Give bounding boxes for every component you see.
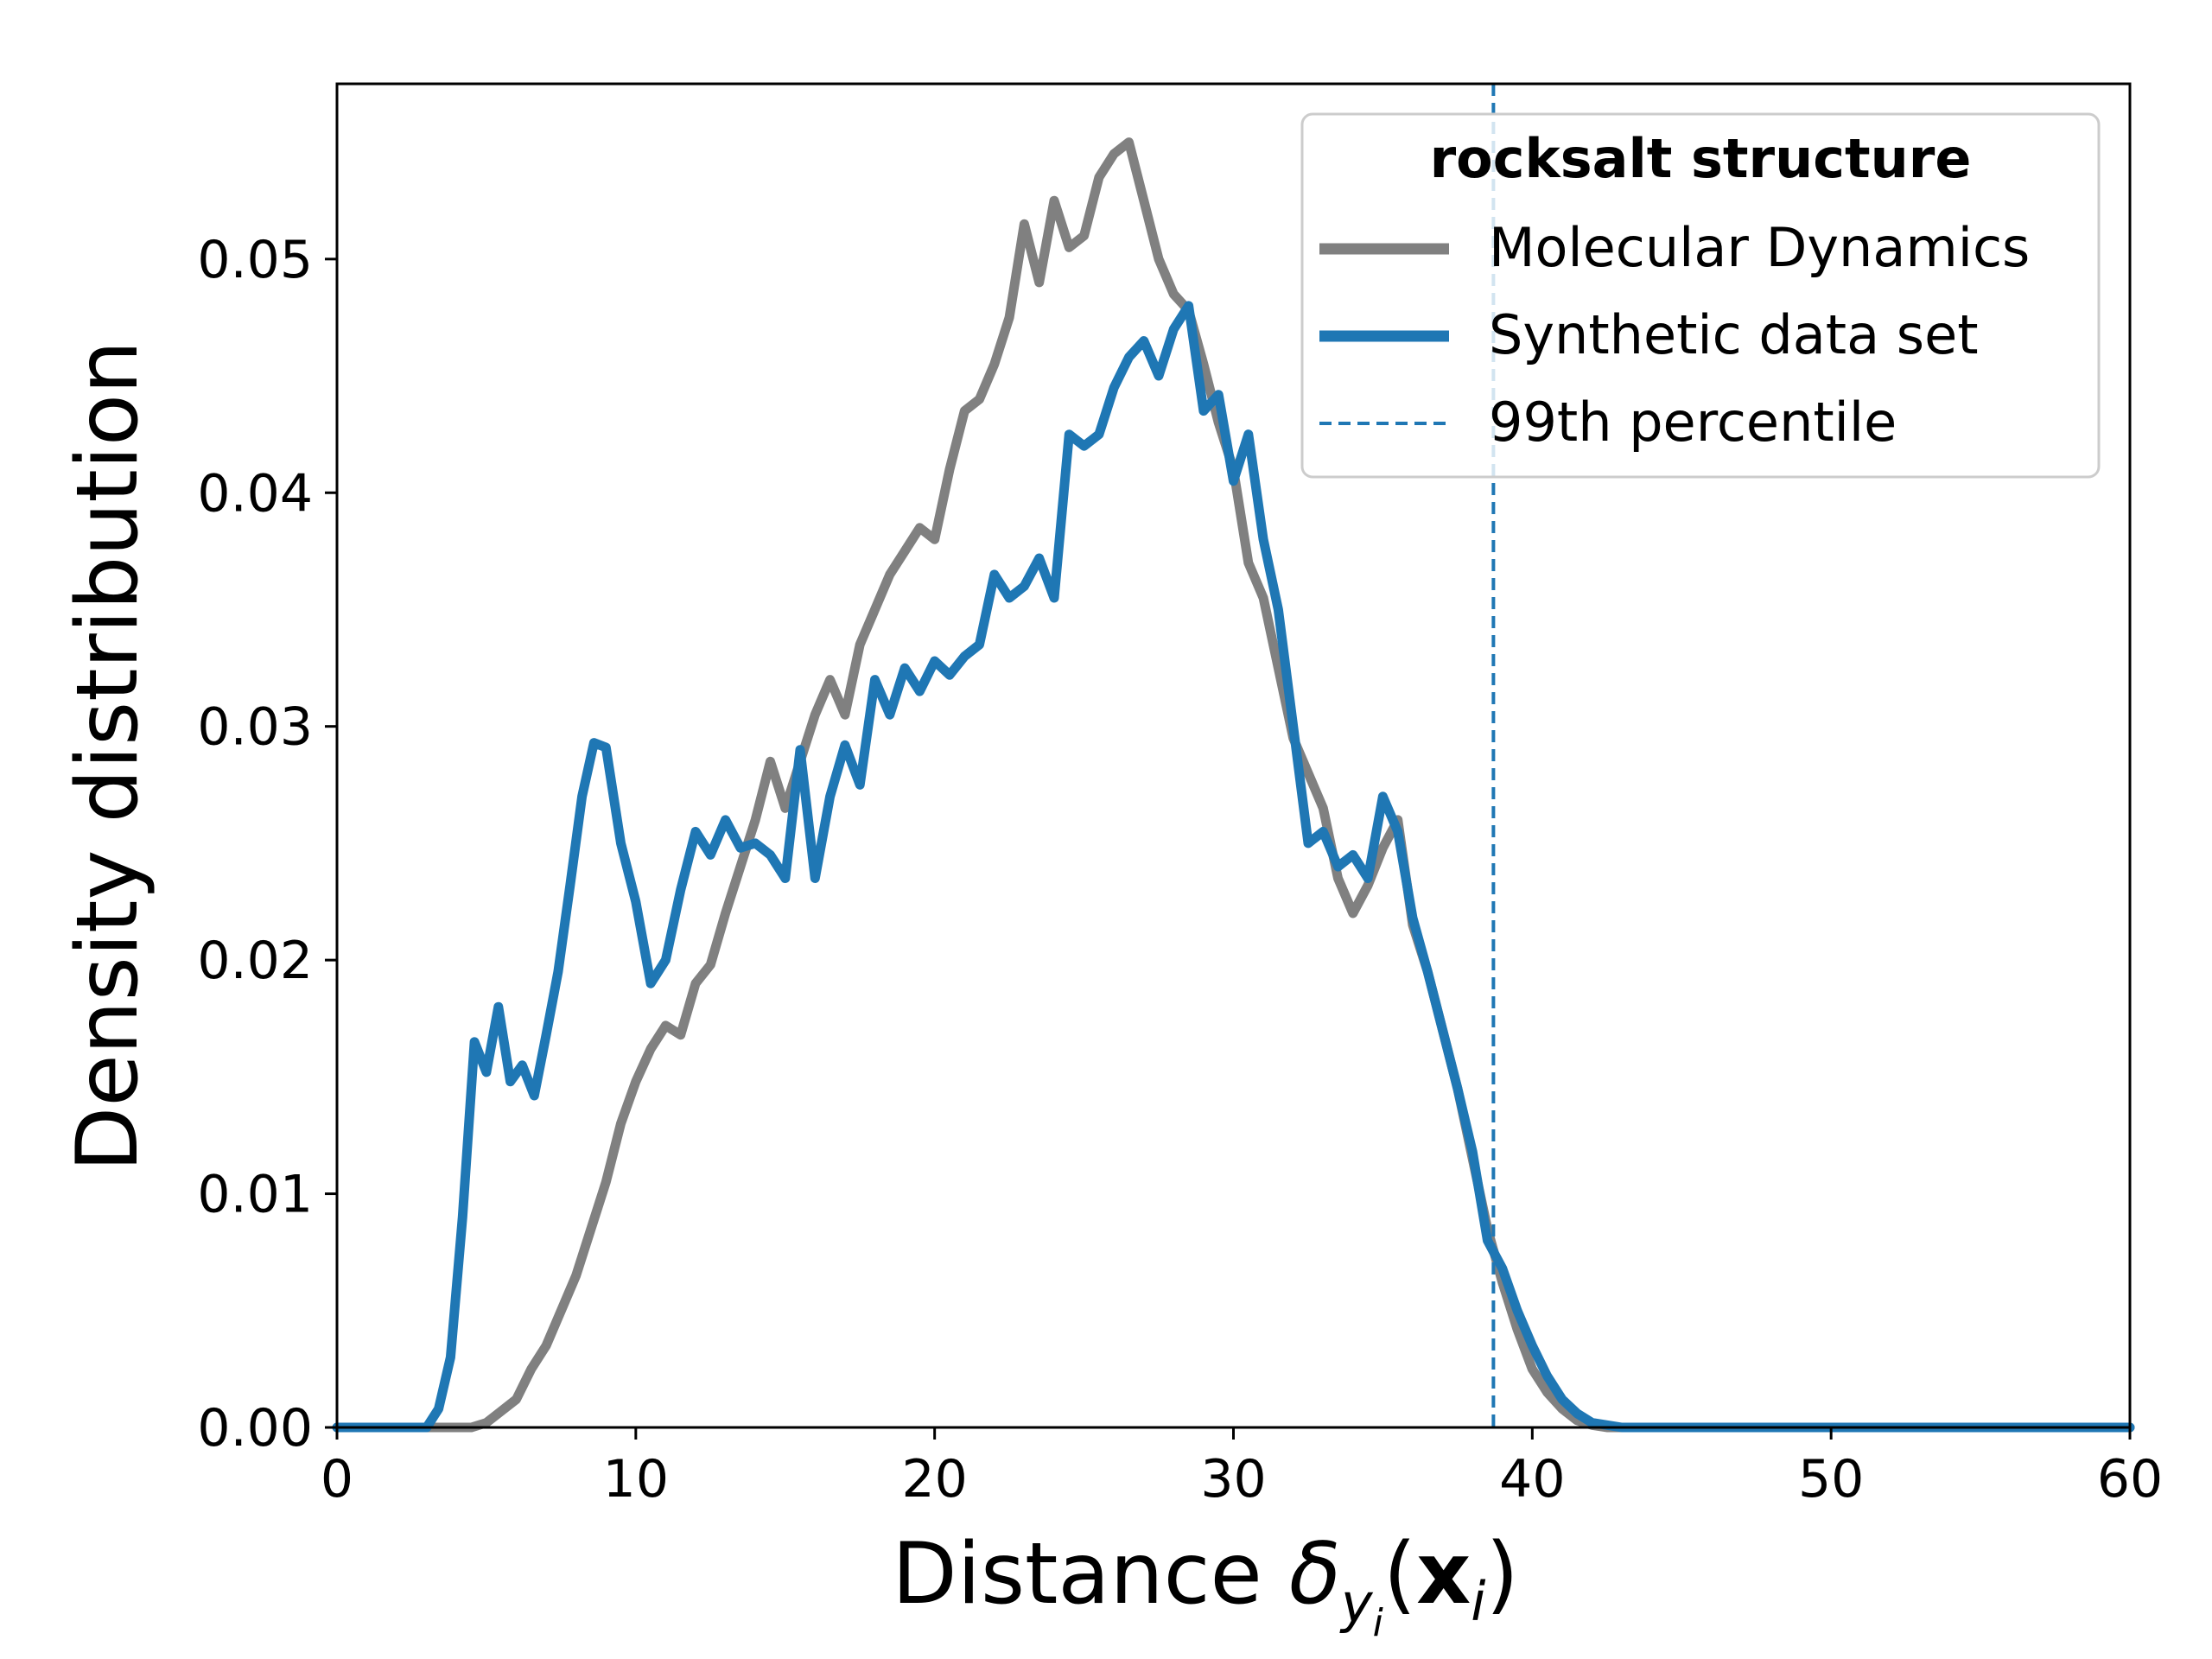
y-tick-label: 0.05 bbox=[197, 230, 313, 290]
x-tick-label: 30 bbox=[1200, 1449, 1266, 1510]
x-tick-label: 0 bbox=[321, 1449, 353, 1510]
x-axis-label-paren-open: ( bbox=[1383, 1525, 1416, 1624]
y-tick-label: 0.02 bbox=[197, 931, 313, 991]
legend: rocksalt structure Molecular Dynamics Sy… bbox=[1300, 112, 2101, 479]
series-line-synthetic-data-set bbox=[332, 301, 2135, 1433]
x-axis-ticks: 0 10 20 30 40 50 60 bbox=[321, 1427, 2163, 1510]
legend-label-percentile: 99th percentile bbox=[1489, 391, 1897, 454]
x-axis-label-delta: δ bbox=[1289, 1525, 1341, 1624]
x-axis-label-text: Distance bbox=[892, 1525, 1289, 1624]
x-axis-label-sub-y: y bbox=[1339, 1572, 1374, 1635]
x-tick-label: 40 bbox=[1499, 1449, 1565, 1510]
y-tick-label: 0.00 bbox=[197, 1398, 313, 1459]
legend-label-molecular-dynamics: Molecular Dynamics bbox=[1489, 216, 2030, 279]
x-tick-label: 50 bbox=[1798, 1449, 1864, 1510]
x-tick-label: 10 bbox=[603, 1449, 669, 1510]
y-tick-label: 0.03 bbox=[197, 697, 313, 758]
y-tick-label: 0.04 bbox=[197, 463, 313, 524]
x-axis-label-sub-i2: i bbox=[1471, 1570, 1485, 1633]
x-tick-label: 60 bbox=[2097, 1449, 2163, 1510]
x-axis-label-bold-x: x bbox=[1416, 1525, 1471, 1624]
y-axis-label: Density distribution bbox=[59, 340, 157, 1172]
x-axis-label: Distance δyi(xi) bbox=[892, 1525, 1519, 1645]
x-axis-label-sub-i: i bbox=[1373, 1601, 1384, 1645]
legend-box bbox=[1300, 112, 2101, 479]
x-axis-label-paren-close: ) bbox=[1486, 1525, 1519, 1624]
legend-label-synthetic-data-set: Synthetic data set bbox=[1489, 303, 1979, 366]
series-lines bbox=[332, 137, 2135, 1433]
x-tick-label: 20 bbox=[901, 1449, 967, 1510]
legend-title: rocksalt structure bbox=[1430, 127, 1972, 190]
y-tick-label: 0.01 bbox=[197, 1165, 313, 1225]
y-axis-ticks: 0.00 0.01 0.02 0.03 0.04 0.05 bbox=[197, 230, 337, 1459]
